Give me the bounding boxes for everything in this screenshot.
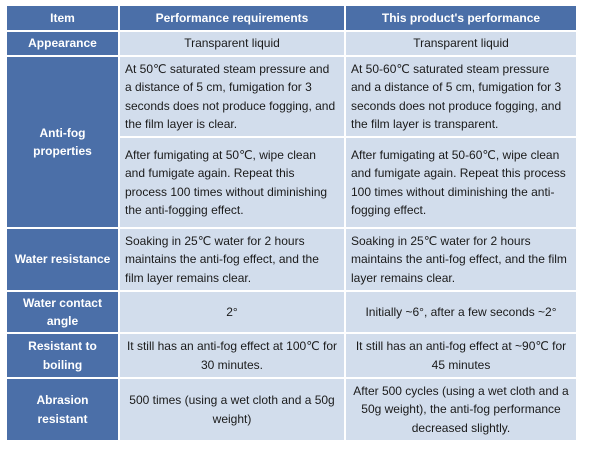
row-label-boiling: Resistant to boiling (5, 332, 120, 379)
appearance-requirement: Transparent liquid (118, 30, 346, 57)
abrasion-performance: After 500 cycles (using a wet cloth and … (344, 377, 578, 442)
row-label-antifog: Anti-fog properties (5, 55, 120, 229)
table-row-contact-angle: Water contact angle 2° Initially ~6°, af… (5, 290, 578, 334)
table-row-water-resistance: Water resistance Soaking in 25℃ water fo… (5, 227, 578, 292)
antifog-requirement-1: At 50℃ saturated steam pressure and a di… (118, 55, 346, 138)
table-row-appearance: Appearance Transparent liquid Transparen… (5, 30, 578, 57)
water-resistance-requirement: Soaking in 25℃ water for 2 hours maintai… (118, 227, 346, 292)
row-label-abrasion: Abrasion resistant (5, 377, 120, 442)
table-row-boiling: Resistant to boiling It still has an ant… (5, 332, 578, 379)
table-row-antifog-2: After fumigating at 50℃, wipe clean and … (6, 136, 578, 229)
table-row-abrasion: Abrasion resistant 500 times (using a we… (5, 377, 578, 442)
header-requirements: Performance requirements (118, 4, 346, 32)
row-label-contact-angle: Water contact angle (5, 290, 120, 334)
contact-angle-performance: Initially ~6°, after a few seconds ~2° (344, 290, 578, 334)
row-label-appearance: Appearance (5, 30, 120, 57)
table-row-antifog-1: Anti-fog properties At 50℃ saturated ste… (5, 55, 578, 229)
antifog-requirement-2: After fumigating at 50℃, wipe clean and … (118, 136, 346, 229)
header-item: Item (5, 4, 120, 32)
row-label-water-resistance: Water resistance (5, 227, 120, 292)
antifog-performance-2: After fumigating at 50-60℃, wipe clean a… (344, 136, 578, 229)
header-row: Item Performance requirements This produ… (5, 4, 578, 32)
boiling-requirement: It still has an anti-fog effect at 100℃ … (118, 332, 346, 379)
water-resistance-performance: Soaking in 25℃ water for 2 hours maintai… (344, 227, 578, 292)
antifog-performance-1: At 50-60℃ saturated steam pressure and a… (344, 55, 578, 138)
appearance-performance: Transparent liquid (344, 30, 578, 57)
header-performance: This product's performance (344, 4, 578, 32)
contact-angle-requirement: 2° (118, 290, 346, 334)
abrasion-requirement: 500 times (using a wet cloth and a 50g w… (118, 377, 346, 442)
performance-table: Item Performance requirements This produ… (5, 4, 578, 442)
boiling-performance: It still has an anti-fog effect at ~90℃ … (344, 332, 578, 379)
